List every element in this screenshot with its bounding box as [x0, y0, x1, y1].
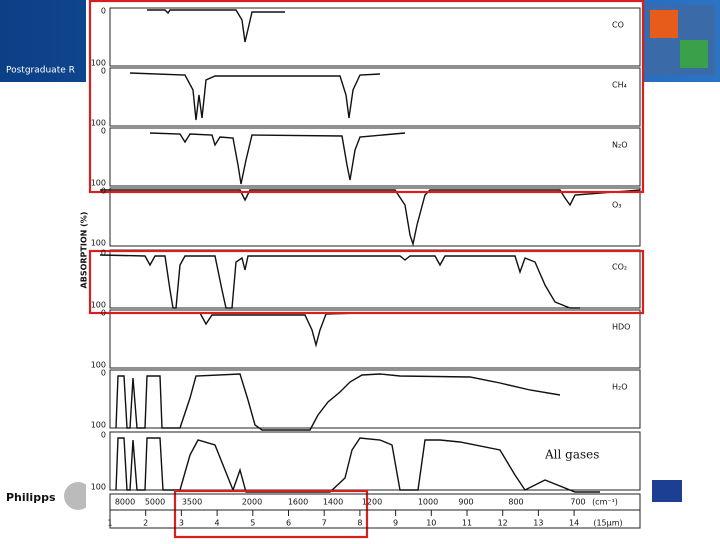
figure-bg [86, 0, 642, 540]
panel-bottom-tick: 100 [91, 421, 106, 430]
footer-logo-text: Philipps [6, 491, 56, 504]
panel-label: CO₂ [612, 263, 627, 272]
o3-spectrum [100, 189, 641, 247]
wavelength-tick-label: 6 [286, 519, 291, 528]
panel-frame [109, 127, 641, 187]
h2o-spectrum [115, 373, 561, 431]
highlight-box [88, 0, 645, 194]
annotation: All gases [544, 448, 599, 462]
y-axis-label: ABSORPTION (%) [80, 212, 89, 289]
wavelength-tick-label: 7 [322, 519, 327, 528]
wavenumber-tick-label: 1000 [418, 498, 438, 507]
wavenumber-tick-label: 8000 [115, 498, 135, 507]
logo-tile [680, 40, 708, 68]
panel-top-tick: 0 [101, 249, 106, 258]
wavelength-tick-label: 1 [107, 519, 112, 528]
highlight-box [88, 249, 645, 315]
header-title: Postgraduate R [6, 66, 75, 76]
panel-bottom-tick: 100 [91, 361, 106, 370]
panel-label: CO [612, 21, 624, 30]
panel-label: H₂O [612, 383, 628, 392]
highlight-box [173, 489, 369, 539]
wavelength-tick-label: 10 [426, 519, 436, 528]
panel-bottom-tick: 100 [91, 59, 106, 68]
panel-top-tick: 0 [101, 369, 106, 378]
panel-frame [109, 369, 641, 429]
panel-frame [109, 309, 641, 369]
wavelength-unit: (15μm) [593, 519, 622, 528]
wavelength-tick-label: 11 [462, 519, 472, 528]
panel-top-tick: 0 [101, 127, 106, 136]
wavenumber-tick-label: 1600 [288, 498, 308, 507]
panel-top-tick: 0 [101, 309, 106, 318]
wavelength-tick-label: 9 [393, 519, 398, 528]
panel-bottom-tick: 100 [91, 483, 106, 492]
wavenumber-tick-label: 5000 [145, 498, 165, 507]
wavenumber-tick-label: 1400 [323, 498, 343, 507]
panel-top-tick: 0 [101, 187, 106, 196]
ch4-spectrum [129, 72, 381, 121]
logo-tile [650, 10, 678, 38]
wavenumber-tick-label: 1200 [362, 498, 382, 507]
hdo-spectrum [100, 312, 361, 348]
wavenumber-tick-label: 900 [458, 498, 473, 507]
wavelength-tick-label: 4 [215, 519, 220, 528]
n2o-spectrum [149, 132, 406, 185]
co2-spectrum [99, 254, 580, 309]
wavenumber-tick-label: 700 [570, 498, 585, 507]
panel-label: O₃ [612, 201, 622, 210]
panel-label: HDO [612, 323, 630, 332]
wavelength-tick-label: 2 [143, 519, 148, 528]
co-spectrum [147, 9, 285, 43]
panel-label: N₂O [612, 141, 628, 150]
panel-frame [109, 187, 641, 247]
panel-bottom-tick: 100 [91, 179, 106, 188]
panel-bottom-tick: 100 [91, 301, 106, 310]
wavelength-tick-label: 3 [179, 519, 184, 528]
panel-top-tick: 0 [101, 67, 106, 76]
wavelength-tick-label: 13 [533, 519, 543, 528]
seal [64, 482, 92, 510]
panel-frame [109, 431, 641, 491]
panel-bottom-tick: 100 [91, 239, 106, 248]
wavenumber-tick-label: 800 [508, 498, 523, 507]
wavelength-tick-label: 5 [250, 519, 255, 528]
panel-label: CH₄ [612, 81, 627, 90]
wavenumber-tick-label: 3500 [182, 498, 202, 507]
panel-frame [109, 7, 641, 67]
wavelength-tick-label: 14 [569, 519, 579, 528]
panel-top-tick: 0 [101, 7, 106, 16]
wavelength-tick-label: 8 [357, 519, 362, 528]
panel-top-tick: 0 [101, 431, 106, 440]
panel-frame [109, 67, 641, 127]
wavelength-tick-label: 12 [498, 519, 508, 528]
panel-bottom-tick: 100 [91, 119, 106, 128]
eu-flag [652, 480, 682, 502]
wavenumber-unit: (cm⁻¹) [592, 498, 618, 507]
wavenumber-tick-label: 2000 [242, 498, 262, 507]
